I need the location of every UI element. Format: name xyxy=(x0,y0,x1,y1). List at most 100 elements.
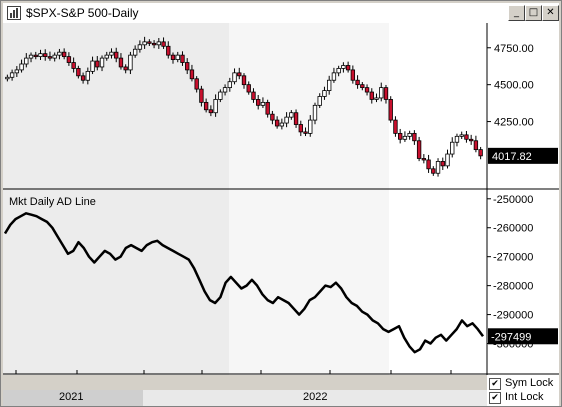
price-candle xyxy=(175,54,180,60)
price-candle xyxy=(312,104,318,121)
price-tick-label: 4250.00 xyxy=(494,117,534,129)
chart-canvas[interactable]: Mkt Daily AD Line 4750.004500.004250.004… xyxy=(3,23,559,375)
int-lock-label: Int Lock xyxy=(505,391,544,403)
price-candle xyxy=(468,138,474,142)
lock-options: ✔ Sym Lock ✔ Int Lock xyxy=(487,375,559,406)
price-candle xyxy=(246,84,251,93)
price-candle xyxy=(9,72,15,78)
sym-lock-check-icon[interactable]: ✔ xyxy=(489,378,501,390)
price-candle xyxy=(303,131,308,134)
price-candle xyxy=(393,119,398,134)
price-candle xyxy=(189,69,195,80)
price-candle xyxy=(199,88,204,103)
price-candle xyxy=(5,76,10,80)
price-candle xyxy=(156,41,161,46)
price-candle xyxy=(450,141,455,155)
price-candle xyxy=(355,79,360,86)
price-candle xyxy=(28,54,34,59)
price-candle xyxy=(308,119,313,134)
ad-tick-label: -290000 xyxy=(493,310,533,322)
price-candle xyxy=(421,158,427,161)
price-candle xyxy=(364,87,370,93)
int-lock-check-icon[interactable]: ✔ xyxy=(489,392,501,404)
price-candle xyxy=(170,54,176,60)
price-candle xyxy=(407,132,412,137)
year-strip: 2021 2022 xyxy=(3,390,487,406)
price-candle xyxy=(142,41,147,46)
price-panel xyxy=(5,36,483,177)
shade-band-2 xyxy=(229,23,389,375)
price-candle xyxy=(317,96,322,106)
price-candle xyxy=(360,84,365,89)
chart-app-icon xyxy=(7,6,21,20)
price-candle xyxy=(99,57,105,68)
price-candle xyxy=(218,91,223,100)
price-candle xyxy=(464,134,469,140)
price-candle xyxy=(85,70,90,81)
price-candle xyxy=(52,54,57,59)
price-candle xyxy=(213,99,218,114)
price-candle xyxy=(95,60,100,68)
ad-line-panel: Mkt Daily AD Line xyxy=(3,196,485,354)
price-candle xyxy=(43,53,48,58)
price-candle xyxy=(66,56,72,63)
price-candle xyxy=(369,91,374,100)
price-candle xyxy=(274,119,280,127)
price-candle xyxy=(123,66,128,71)
price-candle xyxy=(341,65,346,69)
price-candle xyxy=(80,75,86,81)
price-candle xyxy=(227,81,232,89)
price-candle xyxy=(38,53,43,58)
ad-tick-label: -270000 xyxy=(493,252,533,264)
price-candle xyxy=(33,54,38,58)
price-candle xyxy=(109,51,114,56)
price-candle xyxy=(388,99,393,121)
price-candle xyxy=(331,72,337,81)
price-candle xyxy=(298,124,303,133)
price-candle xyxy=(114,51,119,59)
price-candle xyxy=(90,60,95,72)
ad-tick-label: -250000 xyxy=(493,194,533,206)
price-candle xyxy=(180,54,185,63)
price-candle xyxy=(374,97,379,100)
price-candle xyxy=(104,54,109,59)
price-candle xyxy=(194,78,199,90)
last-ad-box xyxy=(488,328,558,345)
price-candle xyxy=(270,113,275,121)
price-candle xyxy=(232,72,237,83)
price-candle xyxy=(445,153,450,167)
price-candle xyxy=(14,69,20,74)
price-candle xyxy=(383,87,389,100)
title-bar[interactable]: $SPX-S&P 500-Daily _ □ ✕ xyxy=(3,3,559,24)
axes: 4750.00 4500.00 4250.00 4017.82 -250000 -2600… xyxy=(3,23,559,375)
price-candle xyxy=(256,99,261,106)
minimize-button[interactable]: _ xyxy=(508,5,525,21)
ad-line-series xyxy=(3,212,485,354)
price-candle xyxy=(166,45,171,56)
price-candle xyxy=(459,134,464,137)
ad-panel-title: Mkt Daily AD Line xyxy=(9,196,96,208)
ad-tick-label: -280000 xyxy=(493,281,533,293)
year-label-2022: 2022 xyxy=(303,391,328,403)
chart-area: Mkt Daily AD Line 4750.00 4500.00 4250.00 4… xyxy=(3,23,559,375)
price-candle xyxy=(327,79,332,91)
price-candle xyxy=(345,65,351,71)
price-candle xyxy=(379,87,384,99)
sym-lock-label: Sym Lock xyxy=(505,377,554,389)
price-candle xyxy=(402,135,408,140)
ad-tick-label: -260000 xyxy=(493,223,533,235)
price-candle xyxy=(416,140,422,159)
price-candle xyxy=(279,122,285,127)
last-price-label: 4017.82 xyxy=(492,151,532,163)
price-candle xyxy=(322,90,327,97)
maximize-button[interactable]: □ xyxy=(525,5,542,21)
price-candle xyxy=(350,69,356,81)
price-candle xyxy=(478,149,483,157)
price-candle xyxy=(241,75,247,86)
shade-band-1 xyxy=(3,23,229,375)
price-candle xyxy=(57,51,62,56)
price-candle xyxy=(132,48,138,56)
price-candle xyxy=(203,101,209,111)
close-button[interactable]: ✕ xyxy=(542,5,559,21)
